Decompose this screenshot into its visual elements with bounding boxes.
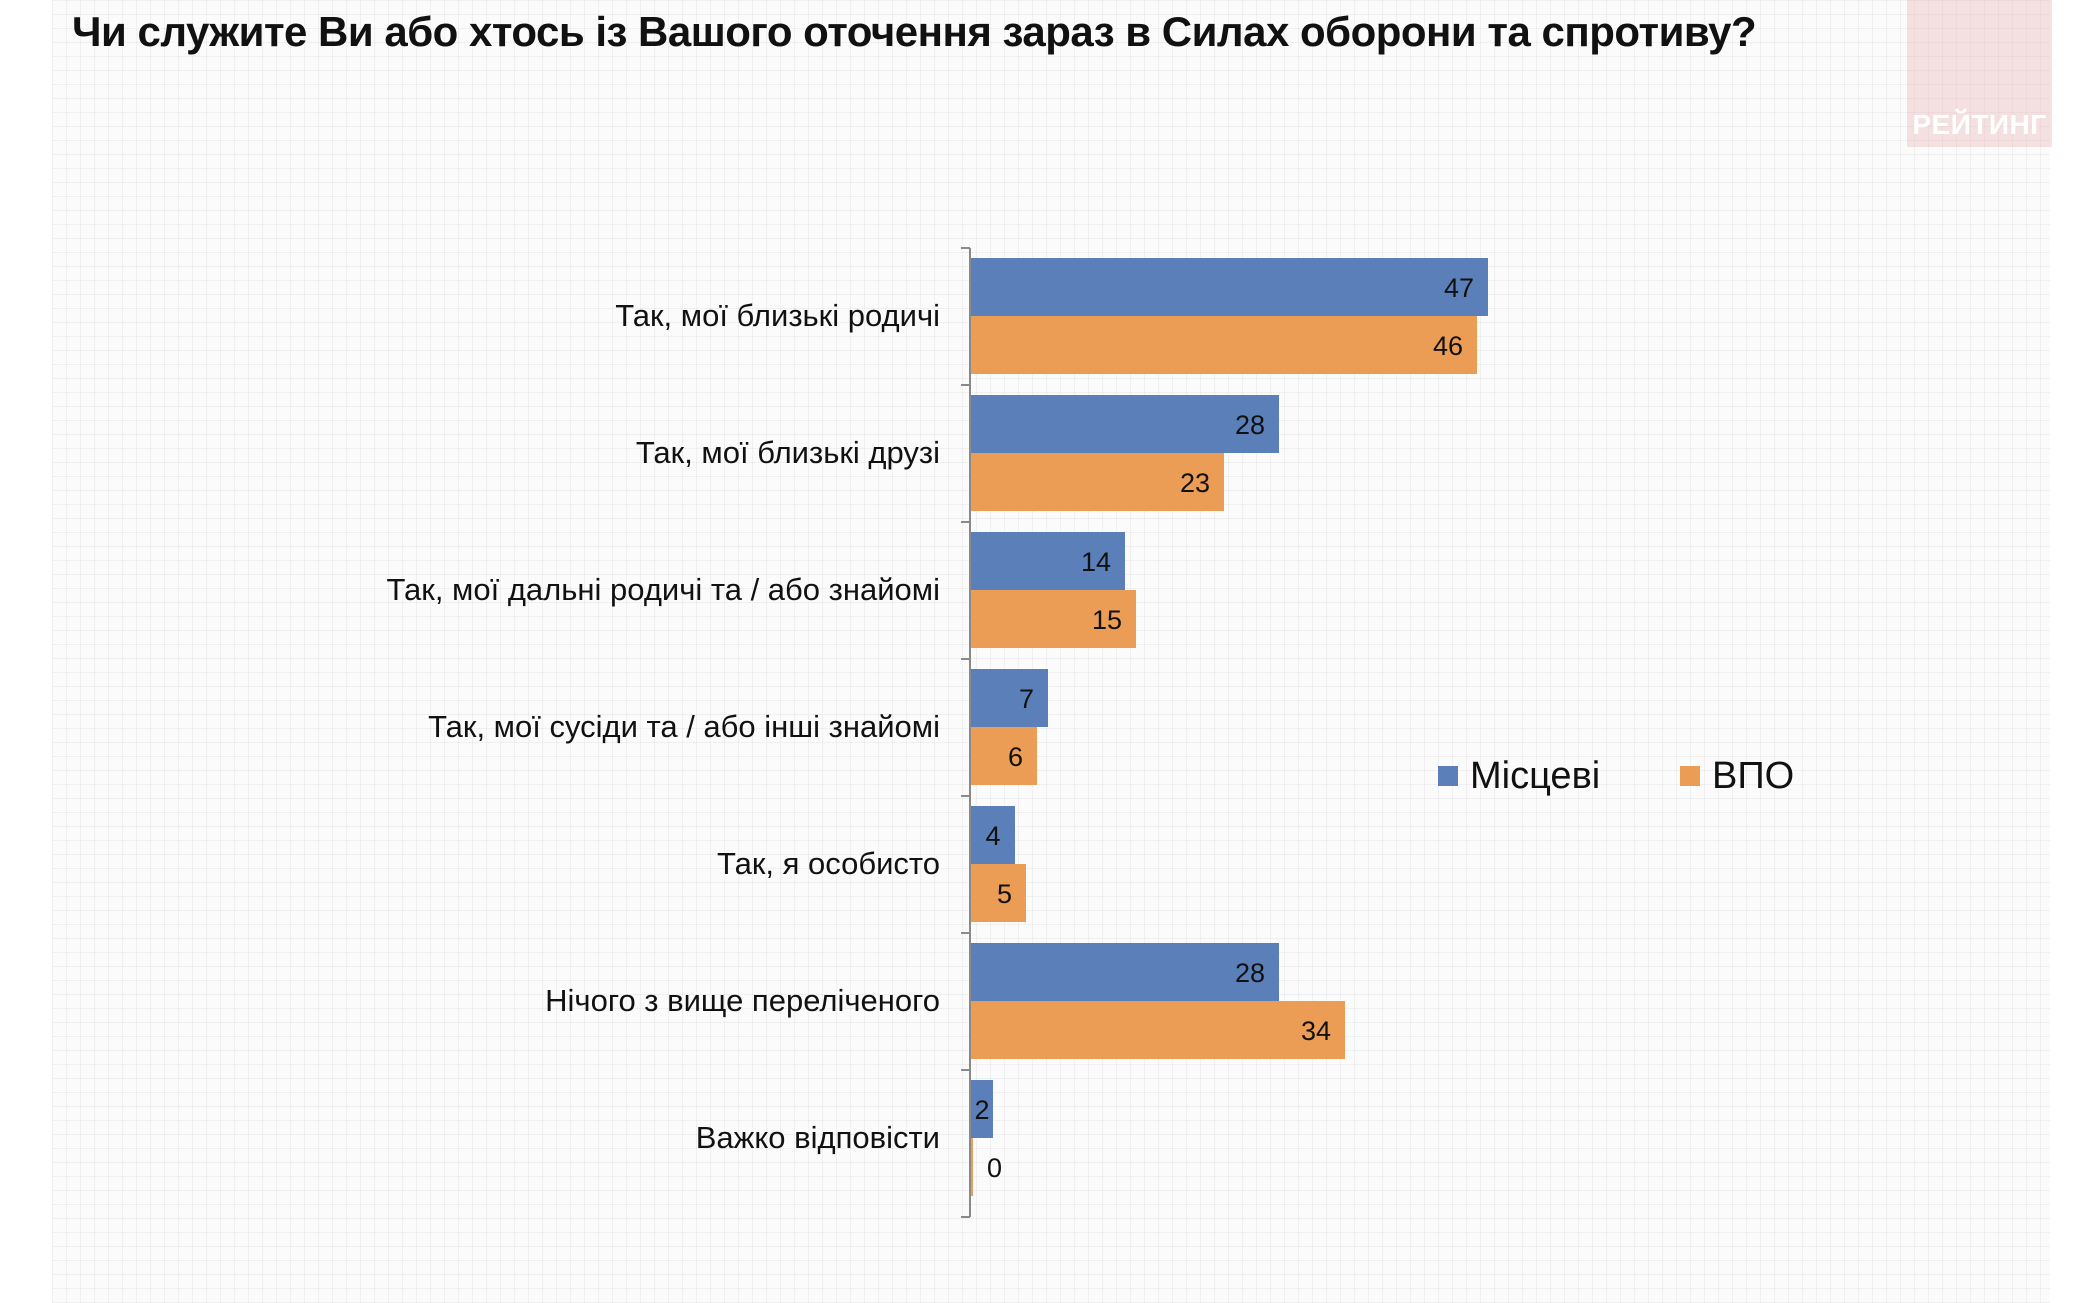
- category-label: Важко відповісти: [696, 1120, 940, 1155]
- legend-label-idp: ВПО: [1712, 755, 1794, 797]
- category-label: Так, я особисто: [717, 846, 940, 881]
- bar-local: [971, 943, 1279, 1001]
- category-label: Так, мої сусіди та / або інші знайомі: [428, 709, 940, 744]
- data-label: 7: [1019, 684, 1034, 714]
- data-label: 28: [1235, 958, 1265, 988]
- chart-legend: Місцеві ВПО: [1438, 755, 1794, 797]
- bar-local: [971, 669, 1048, 727]
- legend-swatch-local: [1438, 766, 1458, 786]
- data-label: 47: [1444, 273, 1474, 303]
- background-grid: [52, 0, 2050, 1303]
- bar-idp: [971, 727, 1037, 785]
- data-label: 4: [985, 821, 1000, 851]
- rating-logo: РЕЙТИНГ: [1907, 0, 2052, 147]
- category-label: Так, мої близькі родичі: [615, 298, 940, 333]
- bar-idp: [971, 590, 1136, 648]
- data-label: 46: [1433, 331, 1463, 361]
- data-label: 34: [1301, 1016, 1331, 1046]
- category-label: Нічого з вище переліченого: [545, 983, 940, 1018]
- chart-bars: [971, 258, 1488, 1196]
- bar-local: [971, 806, 1015, 864]
- bar-local: [971, 395, 1279, 453]
- chart-axis: [961, 247, 971, 1218]
- data-label: 14: [1081, 547, 1111, 577]
- data-label: 0: [987, 1153, 1002, 1183]
- data-label: 2: [974, 1095, 989, 1125]
- bar-local: [971, 1080, 993, 1138]
- data-label: 6: [1008, 742, 1023, 772]
- data-label: 5: [997, 879, 1012, 909]
- bar-local: [971, 258, 1488, 316]
- category-label: Так, мої дальні родичі та / або знайомі: [386, 572, 940, 607]
- bar-idp: [971, 1001, 1345, 1059]
- legend-label-local: Місцеві: [1470, 755, 1600, 797]
- data-label: 15: [1092, 605, 1122, 635]
- category-label: Так, мої близькі друзі: [636, 435, 940, 470]
- bar-local: [971, 532, 1125, 590]
- data-label: 28: [1235, 410, 1265, 440]
- rating-logo-text: РЕЙТИНГ: [1912, 109, 2047, 140]
- bar-idp: [971, 864, 1026, 922]
- page-title: Чи служите Ви або хтось із Вашого оточен…: [72, 8, 1757, 55]
- bar-idp: [971, 453, 1224, 511]
- data-label: 23: [1180, 468, 1210, 498]
- legend-swatch-idp: [1680, 766, 1700, 786]
- bar-idp: [971, 1138, 973, 1196]
- bar-idp: [971, 316, 1477, 374]
